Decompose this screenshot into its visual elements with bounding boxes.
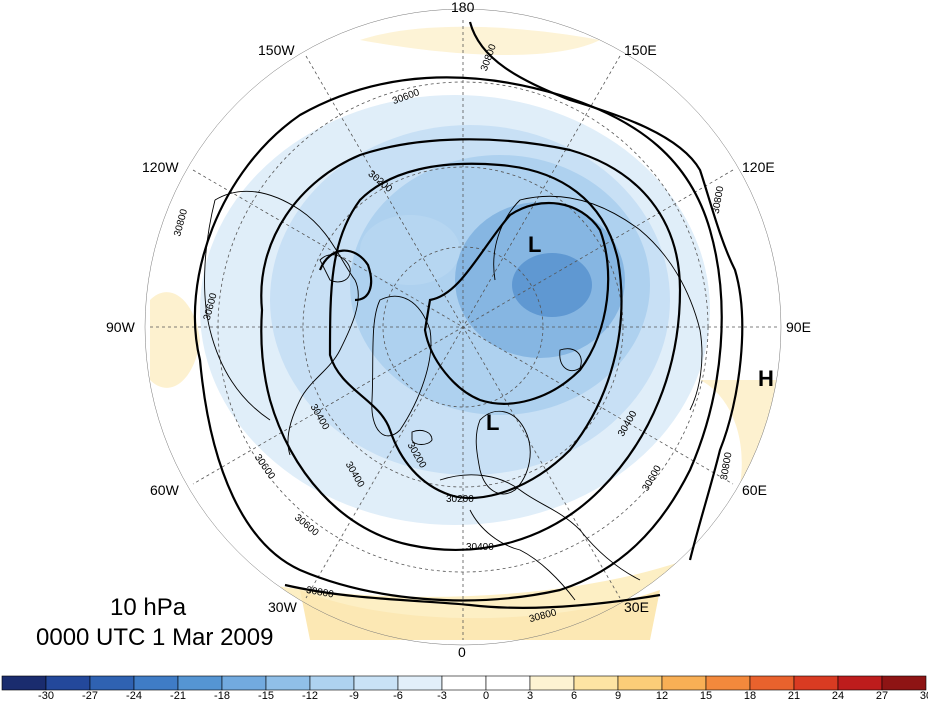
contour-label: 30400 (466, 542, 494, 553)
colorbar-tick-label: 30 (920, 690, 928, 702)
colorbar-tick-label: 18 (744, 690, 756, 702)
colorbar-swatch (837, 675, 883, 691)
colorbar-swatch (617, 675, 663, 691)
anomaly-shading (145, 9, 781, 645)
contour-30800-south (284, 583, 661, 609)
colorbar-swatch (265, 675, 311, 691)
low-center-scandinavia: L (486, 410, 499, 435)
colorbar-swatch (89, 675, 135, 691)
contour-label: 30800 (305, 585, 335, 601)
coast-siberia (493, 195, 703, 411)
lon-label-30w: 30W (268, 599, 298, 615)
colorbar-swatch (353, 675, 399, 691)
lon-label-90w: 90W (106, 319, 136, 335)
contour-30200-west-loop (318, 249, 373, 302)
lon-label-120w: 120W (142, 159, 179, 175)
height-contours (193, 21, 744, 609)
lon-label-120e: 120E (742, 159, 775, 175)
map-title-time: 0000 UTC 1 Mar 2009 (36, 624, 273, 651)
colorbar-swatch (45, 675, 91, 691)
colorbar-swatch (485, 675, 531, 691)
graticule (144, 8, 782, 646)
colorbar-tick-label: -18 (214, 690, 230, 702)
colorbar-tick-label: 27 (876, 690, 888, 702)
colorbar-tick-label: 0 (483, 690, 489, 702)
lon-label-60e: 60E (742, 482, 767, 498)
lon-label-60w: 60W (150, 482, 180, 498)
colorbar-swatch (573, 675, 619, 691)
colorbar-tick-label: 3 (527, 690, 533, 702)
contour-30200 (328, 162, 623, 500)
low-center-siberia: L (528, 232, 541, 257)
lon-label-90e: 90E (786, 319, 811, 335)
colorbar-swatch (309, 675, 355, 691)
colorbar-tick-label: 12 (656, 690, 668, 702)
colorbar-swatch (705, 675, 751, 691)
contour-30600-outer (193, 76, 723, 602)
coast-scandinavia (475, 410, 531, 495)
contour-30000-inner (423, 201, 610, 405)
colorbar-tick-label: 6 (571, 690, 577, 702)
colorbar: -30 -27 -24 -21 -18 -15 -12 -9 -6 -3 0 3 6 9 12 15 18 21 2… (1, 675, 928, 702)
colorbar-tick-label: -21 (170, 690, 186, 702)
colorbar-swatch (529, 675, 575, 691)
colorbar-tick-label: -12 (302, 690, 318, 702)
colorbar-swatch (749, 675, 795, 691)
colorbar-swatch (881, 675, 927, 691)
colorbar-swatch (177, 675, 223, 691)
contour-label: 30800 (719, 451, 735, 481)
colorbar-swatch (1, 675, 47, 691)
colorbar-tick-label: 15 (700, 690, 712, 702)
high-center-asia: H (758, 366, 774, 391)
lon-label-150e: 150E (624, 42, 657, 58)
colorbar-tick-label: 21 (788, 690, 800, 702)
lon-label-0: 0 (458, 644, 466, 660)
warm-anomaly-west (150, 292, 200, 388)
colorbar-swatch (221, 675, 267, 691)
lon-label-30e: 30E (624, 599, 649, 615)
colorbar-tick-label: -9 (349, 690, 359, 702)
contour-label: 30800 (711, 185, 727, 215)
colorbar-tick-label: -15 (258, 690, 274, 702)
colorbar-tick-label: -27 (82, 690, 98, 702)
colorbar-swatch (661, 675, 707, 691)
lon-label-150w: 150W (258, 42, 295, 58)
coast-greenland (371, 295, 432, 437)
colorbar-tick-label: -30 (38, 690, 54, 702)
colorbar-ticks: -30 -27 -24 -21 -18 -15 -12 -9 -6 -3 0 3 6 9 12 15 18 21 2… (38, 690, 928, 702)
colorbar-swatches (1, 675, 927, 691)
colorbar-tick-label: -6 (393, 690, 403, 702)
warm-anomaly-south-strip (300, 590, 660, 640)
colorbar-tick-label: -24 (126, 690, 142, 702)
contour-label: 30200 (446, 494, 474, 505)
colorbar-swatch (397, 675, 443, 691)
colorbar-tick-label: 9 (615, 690, 621, 702)
colorbar-swatch (133, 675, 179, 691)
coast-europe (439, 474, 641, 601)
warm-anomaly-north (360, 26, 600, 55)
colorbar-tick-label: -3 (437, 690, 447, 702)
map-title-level: 10 hPa (110, 594, 187, 621)
coastlines (204, 190, 703, 601)
lon-label-180: 180 (451, 0, 475, 15)
colorbar-swatch (441, 675, 487, 691)
colorbar-tick-label: 24 (832, 690, 844, 702)
contour-30400 (260, 138, 682, 551)
colorbar-swatch (793, 675, 839, 691)
longitude-labels: 180 150E 120E 90E 60E 30E 0 30W 60W 90W … (106, 0, 811, 660)
coast-north-america (204, 190, 359, 456)
coast-iceland (411, 429, 433, 445)
